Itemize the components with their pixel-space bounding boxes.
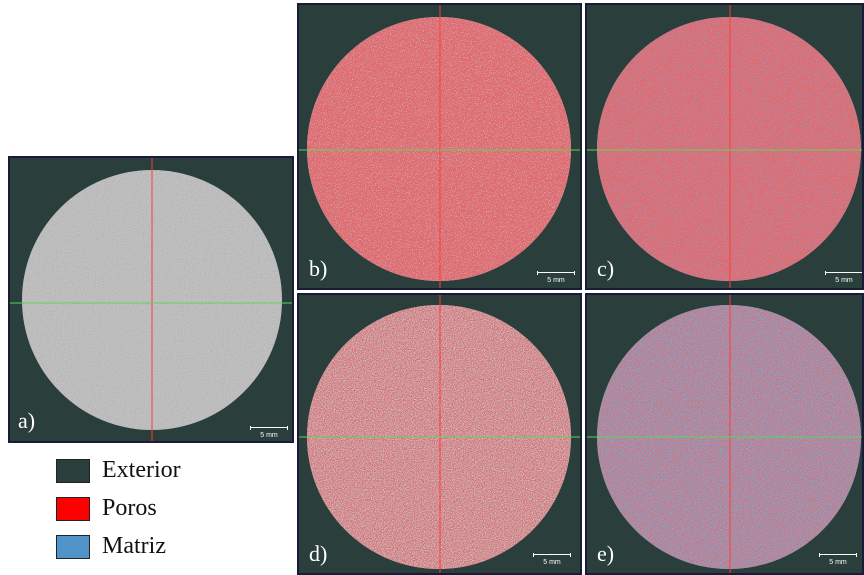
legend-label-poros: Poros — [102, 495, 157, 521]
panel-label-e: e) — [597, 541, 615, 566]
panel-c: c) 5 mm — [585, 3, 864, 290]
legend-label-matriz: Matriz — [102, 533, 166, 559]
legend-label-exterior: Exterior — [102, 457, 181, 483]
scale-text-e: 5 mm — [829, 559, 847, 566]
ct-slice-d — [299, 295, 580, 573]
scale-bar-c: 5 mm — [825, 271, 862, 287]
ct-slice-c — [587, 5, 862, 288]
panel-label-a: a) — [18, 408, 36, 433]
panel-a: a) 5 mm — [8, 156, 294, 443]
panel-label-b: b) — [309, 256, 328, 281]
scale-bar-d: 5 mm — [533, 553, 573, 569]
legend-swatch-exterior — [56, 459, 90, 483]
scale-text-b: 5 mm — [547, 277, 565, 284]
panel-e: e) 5 mm — [585, 293, 864, 575]
panel-label-c: c) — [597, 256, 615, 281]
scale-bar-b: 5 mm — [537, 271, 577, 287]
scale-text-d: 5 mm — [543, 559, 561, 566]
scale-bar-e: 5 mm — [819, 553, 859, 569]
panel-d: d) 5 mm — [297, 293, 582, 575]
panel-label-d: d) — [309, 541, 328, 566]
ct-slice-a — [10, 158, 292, 441]
scale-bar-a: 5 mm — [250, 426, 290, 441]
scale-text-a: 5 mm — [260, 432, 278, 439]
panel-b: b) 5 mm — [297, 3, 582, 290]
legend-swatch-poros — [56, 497, 90, 521]
ct-slice-e — [587, 295, 862, 573]
scale-text-c: 5 mm — [835, 277, 853, 284]
legend-swatch-matriz — [56, 535, 90, 559]
ct-slice-b — [299, 5, 580, 288]
